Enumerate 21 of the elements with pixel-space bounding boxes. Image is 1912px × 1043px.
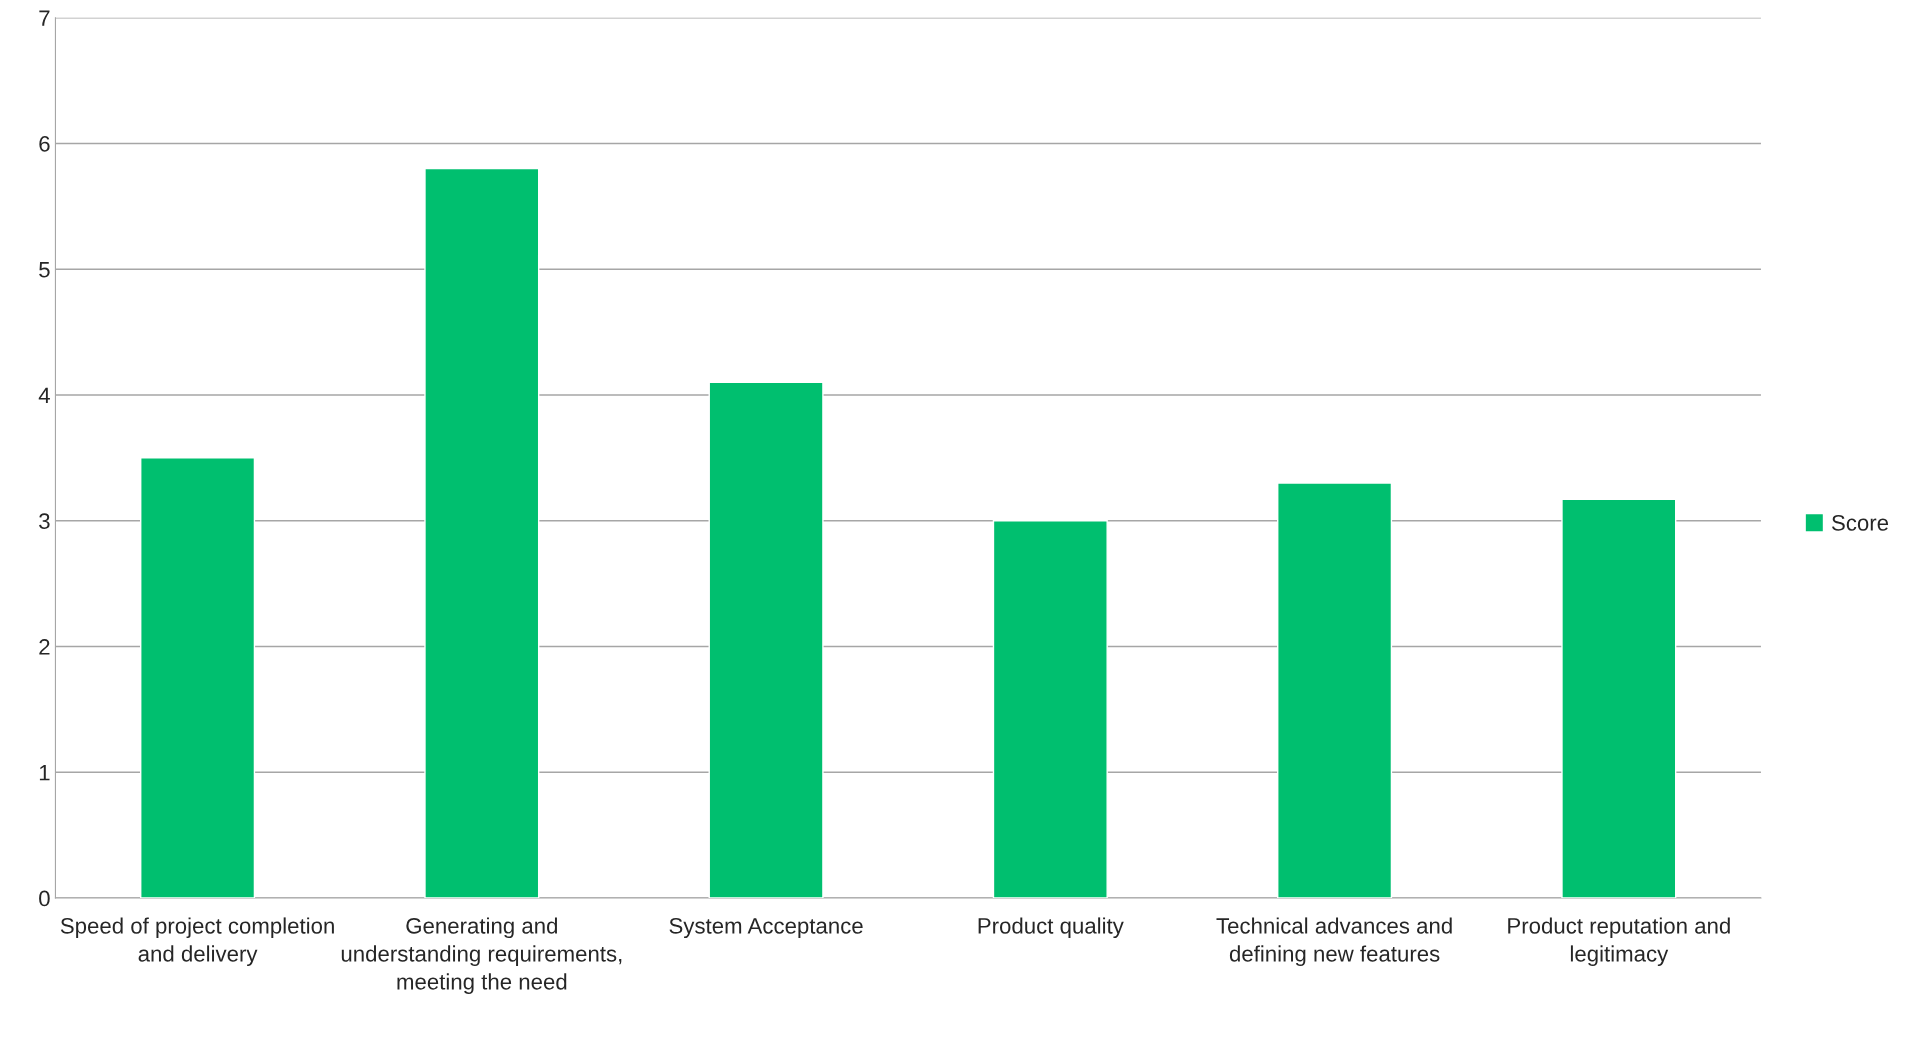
x-tick-label: System Acceptance bbox=[669, 917, 863, 939]
bar bbox=[992, 520, 1108, 899]
x-tick-label: Speed of project completion and delivery bbox=[60, 917, 334, 967]
bar bbox=[708, 381, 824, 899]
bar bbox=[424, 167, 540, 899]
y-tick-label: 2 bbox=[39, 639, 50, 655]
bar bbox=[1561, 498, 1677, 899]
x-tick-label: Product quality bbox=[978, 917, 1124, 939]
bar bbox=[140, 457, 256, 899]
y-tick-label: 3 bbox=[39, 513, 50, 530]
x-tick-label: Product reputation and legitimacy bbox=[1508, 917, 1730, 967]
bar bbox=[1277, 482, 1393, 899]
x-tick-label: Technical advances and defining new features bbox=[1216, 917, 1452, 967]
y-tick-label: 7 bbox=[39, 10, 50, 26]
y-tick-label: 1 bbox=[39, 765, 50, 781]
y-tick-label: 0 bbox=[39, 890, 50, 907]
x-tick-label: Generating and understanding requirements, meeting the need bbox=[341, 917, 622, 995]
y-tick-label: 4 bbox=[38, 387, 50, 404]
y-tick-label: 6 bbox=[39, 136, 50, 152]
legend-label: Score bbox=[1831, 515, 1889, 531]
y-tick-label: 5 bbox=[39, 262, 50, 278]
